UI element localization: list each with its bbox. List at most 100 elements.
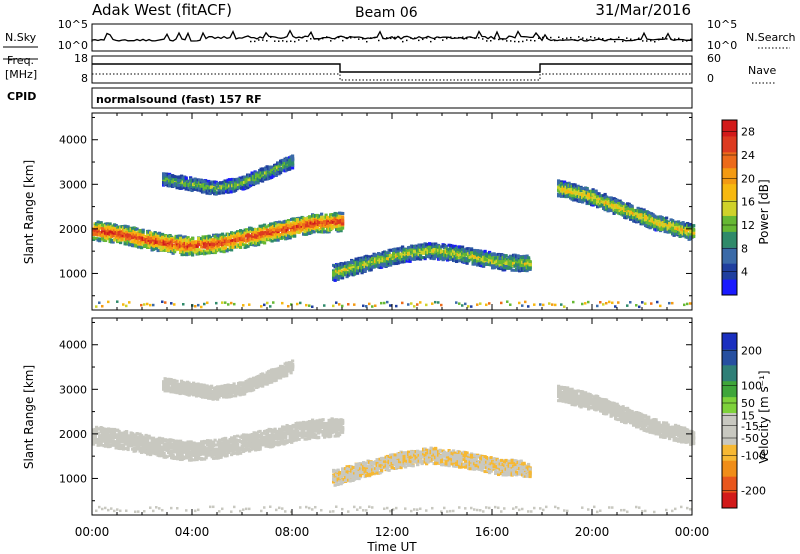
nsearch-dot bbox=[470, 36, 472, 38]
data-cell bbox=[627, 206, 631, 210]
nsearch-dot bbox=[310, 38, 312, 40]
data-cell bbox=[156, 249, 160, 253]
data-cell bbox=[299, 226, 303, 230]
freq-label: Freq. bbox=[7, 54, 34, 67]
data-cell bbox=[321, 227, 325, 231]
data-cell bbox=[609, 209, 613, 213]
data-cell bbox=[389, 253, 393, 257]
data-cell bbox=[222, 191, 226, 195]
data-cell bbox=[503, 265, 507, 269]
nsearch-dot bbox=[322, 37, 324, 40]
nsearch-dot bbox=[622, 40, 624, 43]
data-cell bbox=[348, 264, 352, 268]
data-cell bbox=[104, 224, 108, 228]
nsearch-dot bbox=[502, 38, 504, 41]
data-cell bbox=[318, 218, 322, 222]
data-cell bbox=[149, 241, 153, 245]
nsearch-dot bbox=[686, 40, 688, 42]
data-cell bbox=[389, 263, 393, 267]
nave-label: Nave bbox=[748, 64, 776, 77]
data-cell bbox=[596, 195, 600, 199]
nsearch-dot bbox=[506, 40, 508, 42]
data-cell bbox=[351, 269, 355, 273]
data-cell bbox=[92, 238, 96, 242]
data-cell bbox=[525, 269, 529, 273]
data-cell bbox=[152, 233, 156, 237]
data-cell bbox=[140, 246, 144, 250]
data-cell bbox=[228, 236, 232, 240]
data-cell bbox=[278, 220, 282, 224]
data-cell bbox=[187, 184, 191, 188]
data-cell bbox=[185, 241, 189, 245]
data-cell bbox=[237, 235, 241, 239]
data-cell bbox=[190, 189, 194, 193]
data-cell bbox=[96, 223, 100, 227]
nsearch-dot bbox=[426, 37, 428, 39]
data-cell bbox=[101, 230, 105, 234]
data-cell bbox=[185, 239, 189, 243]
data-cell bbox=[95, 225, 99, 229]
nsearch-dot bbox=[606, 39, 608, 42]
data-cell bbox=[525, 254, 529, 258]
nsearch-dot bbox=[398, 36, 400, 38]
data-cell bbox=[179, 250, 183, 254]
nsearch-dot bbox=[438, 36, 440, 39]
data-cell bbox=[239, 243, 243, 247]
nsearch-dot bbox=[586, 38, 588, 41]
data-cell bbox=[264, 225, 268, 229]
nsearch-dot bbox=[626, 37, 628, 39]
data-cell bbox=[284, 232, 288, 236]
data-cell bbox=[360, 271, 364, 275]
data-cell bbox=[288, 160, 292, 164]
nsearch-dot bbox=[362, 38, 364, 40]
data-cell bbox=[620, 203, 624, 207]
nsearch-dot bbox=[510, 40, 512, 42]
data-cell bbox=[261, 237, 265, 241]
data-cell bbox=[453, 251, 457, 255]
nsearch-dot bbox=[262, 39, 264, 41]
data-cell bbox=[197, 248, 201, 252]
nsearch-dot bbox=[602, 37, 604, 40]
mhz-label: [MHz] bbox=[5, 68, 37, 81]
data-cell bbox=[629, 217, 633, 221]
data-cell bbox=[291, 164, 295, 168]
nsearch-dot bbox=[646, 40, 648, 42]
data-cell bbox=[573, 198, 577, 202]
data-cell bbox=[108, 222, 112, 226]
data-cell bbox=[271, 174, 275, 178]
data-cell bbox=[228, 178, 232, 182]
data-cell bbox=[229, 190, 233, 194]
data-cell bbox=[265, 165, 269, 169]
nsearch-dot bbox=[434, 38, 436, 40]
data-cell bbox=[174, 238, 178, 242]
nsearch-dot bbox=[538, 37, 540, 39]
nsearch-dot bbox=[254, 40, 256, 43]
data-cell bbox=[209, 236, 213, 240]
data-cell bbox=[408, 259, 412, 263]
data-cell bbox=[341, 211, 345, 215]
nsearch-dot bbox=[550, 36, 552, 39]
data-cell bbox=[528, 266, 532, 270]
data-cell bbox=[369, 268, 373, 272]
nsearch-dot bbox=[558, 36, 560, 38]
data-cell bbox=[95, 231, 99, 235]
data-cell bbox=[464, 259, 468, 263]
nsearch-dot bbox=[278, 40, 280, 42]
nsearch-dot bbox=[266, 40, 268, 42]
data-cell bbox=[254, 238, 258, 242]
data-cell bbox=[471, 254, 475, 258]
data-cell bbox=[494, 253, 498, 257]
data-cell bbox=[146, 232, 150, 236]
nsearch-dot bbox=[514, 40, 516, 43]
nsearch-dot bbox=[618, 36, 620, 39]
data-cell bbox=[315, 213, 319, 217]
data-cell bbox=[274, 173, 278, 177]
nsearch-dot bbox=[286, 40, 288, 43]
data-cell bbox=[260, 233, 264, 237]
data-cell bbox=[341, 226, 345, 230]
data-cell bbox=[414, 253, 418, 257]
nsearch-dot bbox=[430, 40, 432, 43]
data-cell bbox=[522, 260, 526, 264]
nsearch-dot bbox=[666, 38, 668, 40]
data-cell bbox=[155, 247, 159, 251]
